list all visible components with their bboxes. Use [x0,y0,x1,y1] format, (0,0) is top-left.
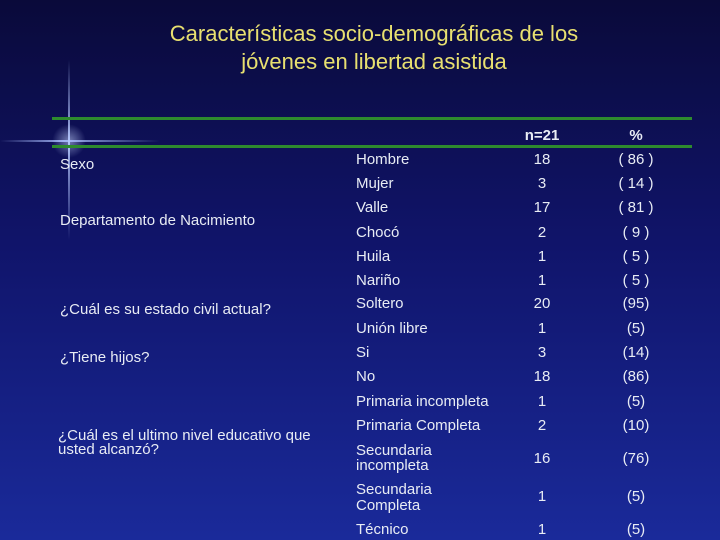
option-secundaria-incompleta-line-1: Secundaria [356,442,432,459]
column-header-percent: % [629,127,643,144]
count-tecnico: 1 [537,521,547,538]
count-hombre: 18 [533,151,551,168]
slide-title-line-2: jóvenes en libertad asistida [241,49,507,74]
option-si: Si [356,344,370,361]
count-union-libre: 1 [537,320,547,337]
question-nivel-educativo-line-2: usted alcanzó? [58,441,159,458]
question-sexo: Sexo [60,156,95,173]
option-secundaria-completa-line-1: Secundaria [356,481,432,498]
count-primaria-completa: 2 [537,417,547,434]
percent-primaria-completa: (10) [622,417,650,434]
option-primaria-completa: Primaria Completa [356,417,481,434]
count-primaria-incompleta: 1 [537,393,547,410]
option-tecnico: Técnico [356,521,409,538]
percent-secundaria-completa: (5) [626,488,646,505]
header-rule-top [52,117,692,120]
question-estado-civil: ¿Cuál es su estado civil actual? [60,301,271,318]
count-secundaria-incompleta: 16 [533,450,551,467]
option-no: No [356,368,376,385]
count-si: 3 [537,344,547,361]
option-huila: Huila [356,248,391,265]
count-choco: 2 [537,224,547,241]
percent-huila: ( 5 ) [622,248,650,265]
count-no: 18 [533,368,551,385]
percent-mujer: ( 14 ) [618,175,654,192]
percent-choco: ( 9 ) [622,224,650,241]
question-departamento: Departamento de Nacimiento [60,212,256,229]
option-soltero: Soltero [356,295,404,312]
count-soltero: 20 [533,295,551,312]
percent-union-libre: (5) [626,320,646,337]
slide-title-line-1: Características socio-demográficas de lo… [169,21,579,46]
percent-soltero: (95) [622,295,650,312]
count-narino: 1 [537,272,547,289]
option-choco: Chocó [356,224,400,241]
lens-flare-horizontal [0,140,160,142]
option-valle: Valle [356,199,389,216]
count-mujer: 3 [537,175,547,192]
header-rule-bottom [52,145,692,148]
percent-primaria-incompleta: (5) [626,393,646,410]
count-huila: 1 [537,248,547,265]
option-primaria-incompleta: Primaria incompleta [356,393,489,410]
count-secundaria-completa: 1 [537,488,547,505]
percent-valle: ( 81 ) [618,199,654,216]
question-nivel-educativo-line-1: ¿Cuál es el ultimo nivel educativo que [58,427,311,444]
count-valle: 17 [533,199,551,216]
percent-secundaria-incompleta: (76) [622,450,650,467]
column-header-n: n=21 [524,127,560,144]
percent-narino: ( 5 ) [622,272,650,289]
percent-tecnico: (5) [626,521,646,538]
option-secundaria-incompleta-line-2: incompleta [356,457,429,474]
percent-no: (86) [622,368,650,385]
option-secundaria-completa-line-2: Completa [356,497,421,514]
slide-title: Características socio-demográficas de lo… [0,20,720,76]
percent-si: (14) [622,344,650,361]
percent-hombre: ( 86 ) [618,151,654,168]
option-mujer: Mujer [356,175,394,192]
question-hijos: ¿Tiene hijos? [60,349,150,366]
option-narino: Nariño [356,272,401,289]
option-hombre: Hombre [356,151,410,168]
lens-flare-vertical [68,60,70,240]
option-union-libre: Unión libre [356,320,428,337]
